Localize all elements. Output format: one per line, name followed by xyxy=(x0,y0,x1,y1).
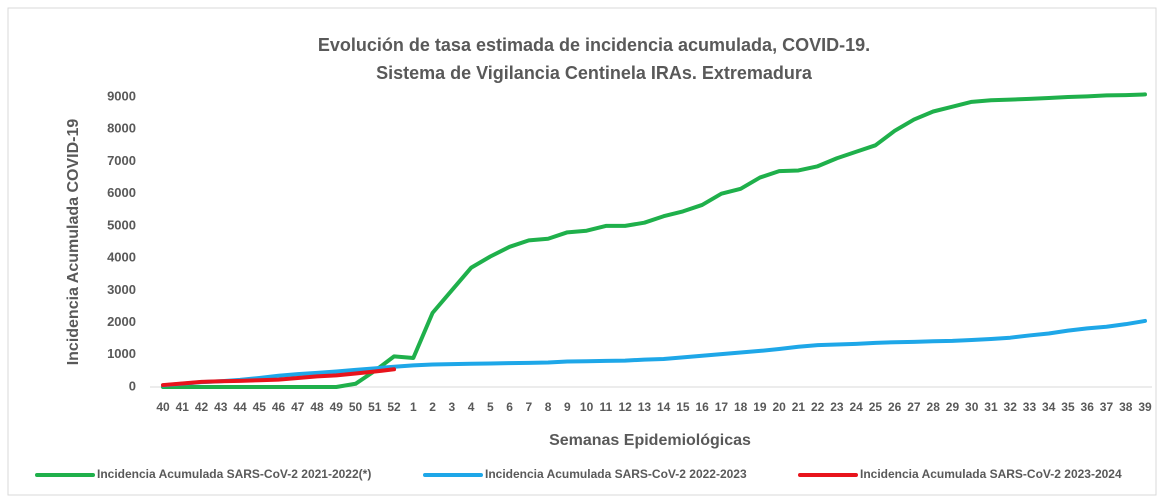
x-tick-label: 2 xyxy=(429,400,436,414)
x-tick-label: 40 xyxy=(156,400,170,414)
x-tick-label: 27 xyxy=(907,400,921,414)
x-tick-label: 49 xyxy=(330,400,344,414)
legend-label: Incidencia Acumulada SARS-CoV-2 2021-202… xyxy=(97,467,371,481)
series-line xyxy=(161,318,1147,388)
x-tick-label: 50 xyxy=(349,400,363,414)
y-tick-label: 8000 xyxy=(107,121,136,136)
y-tick-label: 5000 xyxy=(107,217,136,232)
x-tick-label: 15 xyxy=(676,400,690,414)
x-tick-label: 52 xyxy=(387,400,401,414)
x-tick-label: 25 xyxy=(869,400,883,414)
y-tick-label: 7000 xyxy=(107,153,136,168)
chart-title: Evolución de tasa estimada de incidencia… xyxy=(318,35,870,55)
x-tick-label: 31 xyxy=(984,400,998,414)
x-tick-label: 26 xyxy=(888,400,902,414)
y-axis-title: Incidencia Acumulada COVID-19 xyxy=(65,119,82,366)
x-tick-label: 10 xyxy=(580,400,594,414)
x-tick-label: 41 xyxy=(176,400,190,414)
x-tick-label: 22 xyxy=(811,400,825,414)
x-tick-label: 24 xyxy=(849,400,863,414)
y-tick-label: 4000 xyxy=(107,250,136,265)
x-tick-label: 6 xyxy=(506,400,513,414)
y-tick-label: 3000 xyxy=(107,282,136,297)
y-tick-label: 0 xyxy=(129,378,136,393)
x-tick-label: 4 xyxy=(468,400,475,414)
x-tick-label: 42 xyxy=(195,400,209,414)
x-tick-label: 20 xyxy=(772,400,786,414)
x-tick-label: 9 xyxy=(564,400,571,414)
x-tick-label: 43 xyxy=(214,400,228,414)
x-tick-label: 32 xyxy=(1004,400,1018,414)
x-tick-label: 19 xyxy=(753,400,767,414)
x-tick-label: 39 xyxy=(1138,400,1152,414)
y-tick-label: 1000 xyxy=(107,346,136,361)
x-tick-label: 28 xyxy=(927,400,941,414)
x-tick-label: 33 xyxy=(1023,400,1037,414)
x-tick-label: 46 xyxy=(272,400,286,414)
x-tick-label: 7 xyxy=(525,400,532,414)
y-tick-label: 2000 xyxy=(107,314,136,329)
series-line xyxy=(161,92,1147,389)
chart-border xyxy=(7,7,1157,496)
x-tick-label: 38 xyxy=(1119,400,1133,414)
x-tick-label: 44 xyxy=(233,400,247,414)
x-tick-label: 21 xyxy=(792,400,806,414)
x-tick-label: 16 xyxy=(695,400,709,414)
y-tick-label: 9000 xyxy=(107,88,136,103)
x-tick-label: 11 xyxy=(600,400,613,414)
x-axis-title: Semanas Epidemiológicas xyxy=(549,432,751,449)
x-tick-label: 36 xyxy=(1081,400,1095,414)
x-tick-label: 13 xyxy=(638,400,652,414)
x-tick-label: 29 xyxy=(946,400,960,414)
x-tick-label: 45 xyxy=(253,400,267,414)
y-tick-label: 6000 xyxy=(107,185,136,200)
x-tick-label: 47 xyxy=(291,400,305,414)
x-tick-label: 3 xyxy=(448,400,455,414)
x-tick-label: 1 xyxy=(410,400,417,414)
series-line xyxy=(161,367,397,388)
x-tick-label: 14 xyxy=(657,400,671,414)
x-tick-label: 23 xyxy=(830,400,844,414)
x-tick-label: 5 xyxy=(487,400,494,414)
x-tick-label: 18 xyxy=(734,400,748,414)
x-tick-label: 8 xyxy=(545,400,552,414)
x-tick-label: 17 xyxy=(715,400,729,414)
x-tick-label: 35 xyxy=(1061,400,1075,414)
x-tick-label: 37 xyxy=(1100,400,1114,414)
x-tick-label: 30 xyxy=(965,400,979,414)
legend-label: Incidencia Acumulada SARS-CoV-2 2022-202… xyxy=(485,467,747,481)
x-tick-label: 51 xyxy=(368,400,382,414)
legend-label: Incidencia Acumulada SARS-CoV-2 2023-202… xyxy=(860,467,1122,481)
x-tick-label: 12 xyxy=(618,400,632,414)
x-tick-label: 48 xyxy=(310,400,324,414)
x-tick-label: 34 xyxy=(1042,400,1056,414)
chart-subtitle: Sistema de Vigilancia Centinela IRAs. Ex… xyxy=(376,63,813,83)
